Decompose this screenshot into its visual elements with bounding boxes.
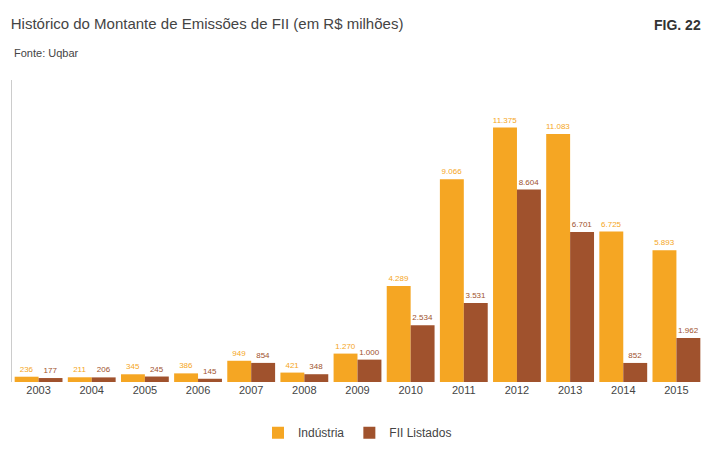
svg-text:1.962: 1.962 <box>678 326 699 335</box>
svg-text:2009: 2009 <box>345 384 369 396</box>
svg-text:2004: 2004 <box>79 384 103 396</box>
svg-text:2007: 2007 <box>239 384 263 396</box>
svg-text:9.066: 9.066 <box>442 167 463 176</box>
svg-text:Histórico do Montante de Emiss: Histórico do Montante de Emissões de FII… <box>11 15 404 32</box>
svg-text:2011: 2011 <box>452 384 476 396</box>
svg-text:2005: 2005 <box>133 384 157 396</box>
svg-text:8.604: 8.604 <box>519 178 540 187</box>
svg-text:2008: 2008 <box>292 384 316 396</box>
svg-text:FII Listados: FII Listados <box>389 426 451 440</box>
svg-text:5.893: 5.893 <box>654 238 675 247</box>
svg-text:3.531: 3.531 <box>465 291 486 300</box>
svg-text:Fonte: Uqbar: Fonte: Uqbar <box>14 47 79 59</box>
svg-text:145: 145 <box>203 367 217 376</box>
svg-text:6.725: 6.725 <box>601 220 622 229</box>
svg-text:4.289: 4.289 <box>388 274 409 283</box>
svg-text:11.083: 11.083 <box>546 122 570 131</box>
svg-text:1.000: 1.000 <box>359 348 380 357</box>
svg-text:345: 345 <box>126 362 140 371</box>
svg-text:236: 236 <box>20 365 34 374</box>
svg-text:421: 421 <box>285 361 299 370</box>
svg-text:11.375: 11.375 <box>493 116 517 125</box>
svg-text:852: 852 <box>628 351 642 360</box>
svg-text:2014: 2014 <box>611 384 635 396</box>
svg-text:2.534: 2.534 <box>412 313 433 322</box>
svg-text:2013: 2013 <box>558 384 582 396</box>
svg-text:949: 949 <box>232 349 246 358</box>
svg-text:6.701: 6.701 <box>572 220 593 229</box>
svg-text:2010: 2010 <box>398 384 422 396</box>
svg-text:386: 386 <box>179 361 193 370</box>
svg-text:2003: 2003 <box>26 384 50 396</box>
svg-text:2006: 2006 <box>186 384 210 396</box>
svg-text:854: 854 <box>256 351 270 360</box>
svg-text:2012: 2012 <box>505 384 529 396</box>
svg-text:211: 211 <box>73 365 86 374</box>
svg-text:177: 177 <box>44 366 58 375</box>
svg-text:206: 206 <box>97 365 111 374</box>
svg-text:2015: 2015 <box>664 384 688 396</box>
svg-text:1.270: 1.270 <box>335 342 356 351</box>
svg-text:348: 348 <box>309 362 323 371</box>
svg-text:Indústria: Indústria <box>298 426 344 440</box>
svg-text:FIG. 22: FIG. 22 <box>654 17 701 33</box>
svg-text:245: 245 <box>150 365 164 374</box>
